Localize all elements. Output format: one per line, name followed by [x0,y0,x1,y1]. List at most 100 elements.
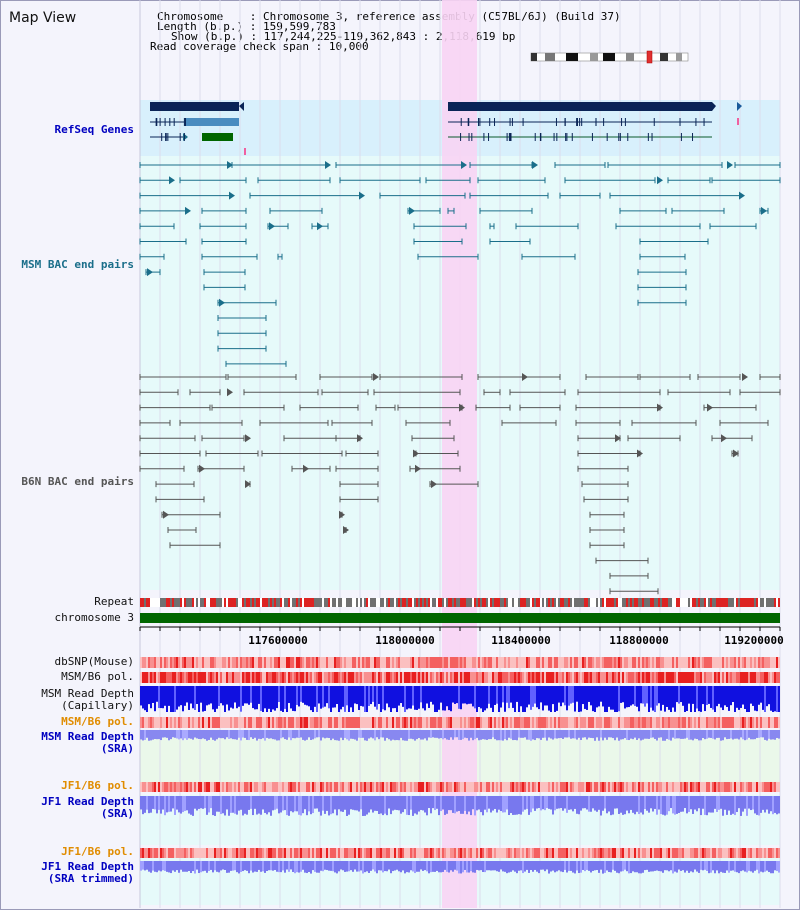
depth-bar [430,730,432,738]
heat-cell [524,782,526,792]
heat-cell [506,672,508,683]
depth-bar [386,861,388,872]
msm-read-depth-sra[interactable] [140,730,780,741]
jf1-read-depth-trimmed[interactable] [140,861,780,874]
heat-cell [434,657,436,668]
heat-cell [752,672,754,683]
depth-bar [320,730,322,741]
jf1-b6-pol-heatmap-2[interactable] [140,848,780,858]
gene-block[interactable] [448,102,712,111]
depth-bar [238,686,240,707]
heat-cell [190,717,192,728]
jf1-b6-pol-heatmap[interactable] [140,782,780,792]
dbsnp-heatmap[interactable] [140,657,780,668]
refseq-genes-track[interactable] [150,102,742,155]
heat-cell [636,782,638,792]
depth-bar [726,796,728,815]
heat-cell [448,717,450,728]
depth-bar [420,730,422,740]
b6n-bac-track[interactable] [139,373,781,595]
heat-cell [420,782,422,792]
depth-bar [584,686,586,709]
heat-cell [770,717,772,728]
depth-bar [386,686,388,704]
depth-bar [230,796,232,813]
heat-cell [400,782,402,792]
msm-b6-pol-heatmap[interactable] [140,672,780,683]
depth-bar [290,686,292,709]
chromosome-bar[interactable] [140,613,780,623]
repeat-segment [774,598,776,607]
heat-cell [362,657,364,668]
heat-cell [274,672,276,683]
depth-bar [284,686,286,709]
repeat-segment [584,598,586,607]
msm-read-depth-capillary[interactable] [140,686,780,712]
repeat-segment [666,598,668,607]
repeat-segment [668,598,670,607]
depth-bar [516,730,518,741]
depth-bar [528,686,530,705]
heat-cell [442,657,444,668]
depth-bar [260,796,262,815]
depth-bar [368,730,370,739]
heat-cell [756,672,758,683]
heat-cell [608,717,610,728]
heat-cell [558,782,560,792]
depth-bar [668,686,670,710]
depth-bar [724,861,726,873]
gene-block[interactable] [150,102,239,111]
depth-bar [328,686,330,709]
heat-cell [710,717,712,728]
heat-cell [224,657,226,668]
jf1-read-depth-sra[interactable] [140,796,780,816]
heat-cell [194,717,196,728]
gene-exon[interactable] [184,118,239,126]
heat-cell [598,782,600,792]
depth-bar [422,730,424,740]
depth-bar [300,861,302,872]
depth-bar [302,730,304,740]
depth-bar [256,730,258,741]
depth-bar [344,686,346,712]
depth-bar [730,686,732,706]
depth-bar [512,861,514,871]
heat-cell [272,848,274,858]
heat-cell [290,657,292,668]
depth-bar [610,730,612,738]
heat-cell [270,717,272,728]
heat-cell [196,717,198,728]
heat-cell [372,657,374,668]
heat-cell [278,848,280,858]
heat-cell [488,717,490,728]
repeat-track[interactable] [140,598,780,607]
heat-cell [766,672,768,683]
repeat-segment [444,598,446,607]
repeat-segment [324,598,326,607]
chromosome-ideogram[interactable] [530,50,689,64]
heat-cell [608,782,610,792]
depth-bar [570,796,572,810]
repeat-segment [620,598,622,607]
depth-bar [390,730,392,741]
heat-cell [358,848,360,858]
depth-bar [220,796,222,815]
heat-cell [470,657,472,668]
heat-cell [572,672,574,683]
msm-b6-pol-sra-heatmap[interactable] [140,717,780,728]
heat-cell [290,848,292,858]
depth-bar [554,861,556,873]
heat-cell [404,672,406,683]
msm-bac-track[interactable] [139,161,781,367]
depth-bar [396,861,398,870]
track-label-msm-b6-pol: MSM/B6 pol. [61,670,134,683]
depth-bar [684,796,686,809]
heat-cell [454,848,456,858]
depth-bar [572,796,574,812]
heat-cell [460,782,462,792]
heat-cell [746,717,748,728]
heat-cell [194,672,196,683]
heat-cell [582,657,584,668]
gene-exon[interactable] [202,133,233,141]
